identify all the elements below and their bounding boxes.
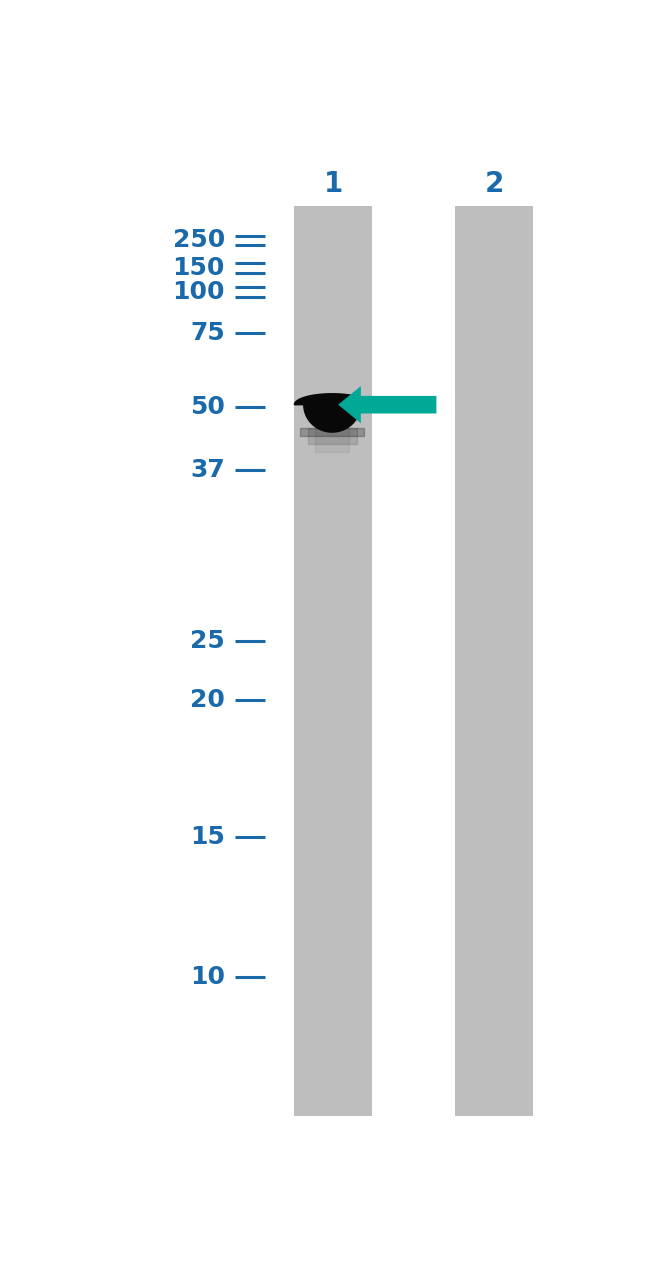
Bar — [294, 206, 372, 1115]
Text: 50: 50 — [190, 395, 225, 419]
Text: 100: 100 — [172, 281, 225, 305]
Text: 1: 1 — [324, 170, 343, 198]
Text: 25: 25 — [190, 630, 225, 653]
Text: 75: 75 — [190, 321, 225, 345]
Bar — [455, 206, 534, 1115]
Text: 20: 20 — [190, 688, 225, 712]
Text: 250: 250 — [172, 229, 225, 253]
Text: 15: 15 — [190, 826, 225, 848]
Text: 10: 10 — [190, 965, 225, 989]
Text: 37: 37 — [190, 458, 225, 483]
Polygon shape — [294, 394, 370, 432]
Text: 150: 150 — [172, 255, 225, 279]
Polygon shape — [338, 386, 436, 423]
Text: 2: 2 — [485, 170, 504, 198]
